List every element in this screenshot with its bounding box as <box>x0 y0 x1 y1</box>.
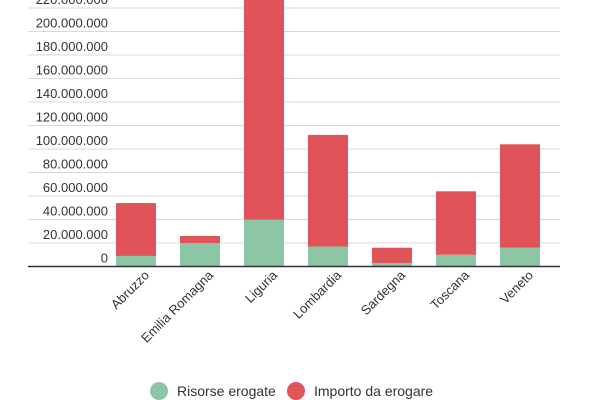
legend-label: Importo da erogare <box>314 383 433 399</box>
legend-swatch <box>287 382 305 400</box>
legend: Risorse erogate Importo da erogare <box>150 382 433 400</box>
y-tick-label: 200.000.000 <box>36 16 108 31</box>
bar-segment-importo-da-erogare <box>244 0 284 220</box>
y-tick-label: 120.000.000 <box>36 110 108 125</box>
x-category-label: Abruzzo <box>108 268 152 312</box>
y-tick-label: 180.000.000 <box>36 39 108 54</box>
bar-segment-risorse-erogate <box>116 255 156 267</box>
bar-segment-importo-da-erogare <box>116 203 156 256</box>
bar-segment-importo-da-erogare <box>308 134 348 247</box>
bars <box>116 0 540 267</box>
bar-segment-risorse-erogate <box>308 246 348 267</box>
bar-segment-risorse-erogate <box>500 247 540 267</box>
y-tick-label: 140.000.000 <box>36 86 108 101</box>
y-axis-tick-labels: 0 20.000.000 40.000.000 60.000.000 80.000.00… <box>36 0 108 266</box>
x-category-label: Liguria <box>242 267 281 306</box>
bar-segment-risorse-erogate <box>244 219 284 267</box>
x-category-label: Toscana <box>427 267 472 312</box>
y-tick-label: 100.000.000 <box>36 133 108 148</box>
bar-segment-importo-da-erogare <box>180 235 220 243</box>
bar-segment-importo-da-erogare <box>436 191 476 255</box>
y-tick-label: 20.000.000 <box>43 227 108 242</box>
y-tick-label: 60.000.000 <box>43 180 108 195</box>
legend-swatch <box>150 382 168 400</box>
x-category-label: Veneto <box>497 268 536 307</box>
bar-segment-importo-da-erogare <box>500 144 540 248</box>
bar-segment-importo-da-erogare <box>372 247 412 263</box>
legend-label: Risorse erogate <box>177 383 276 399</box>
x-category-label: Sardegna <box>358 267 409 318</box>
bar-segment-risorse-erogate <box>372 262 412 267</box>
y-tick-label: 0 <box>101 251 108 266</box>
y-tick-label: 160.000.000 <box>36 63 108 78</box>
legend-item[interactable]: Risorse erogate <box>150 382 276 400</box>
y-tick-label: 220.000.000 <box>36 0 108 7</box>
y-tick-label: 40.000.000 <box>43 204 108 219</box>
bar-segment-risorse-erogate <box>436 254 476 267</box>
y-tick-label: 80.000.000 <box>43 157 108 172</box>
bar-segment-risorse-erogate <box>180 243 220 267</box>
x-category-label: Lombardia <box>290 267 345 322</box>
legend-item[interactable]: Importo da erogare <box>287 382 433 400</box>
